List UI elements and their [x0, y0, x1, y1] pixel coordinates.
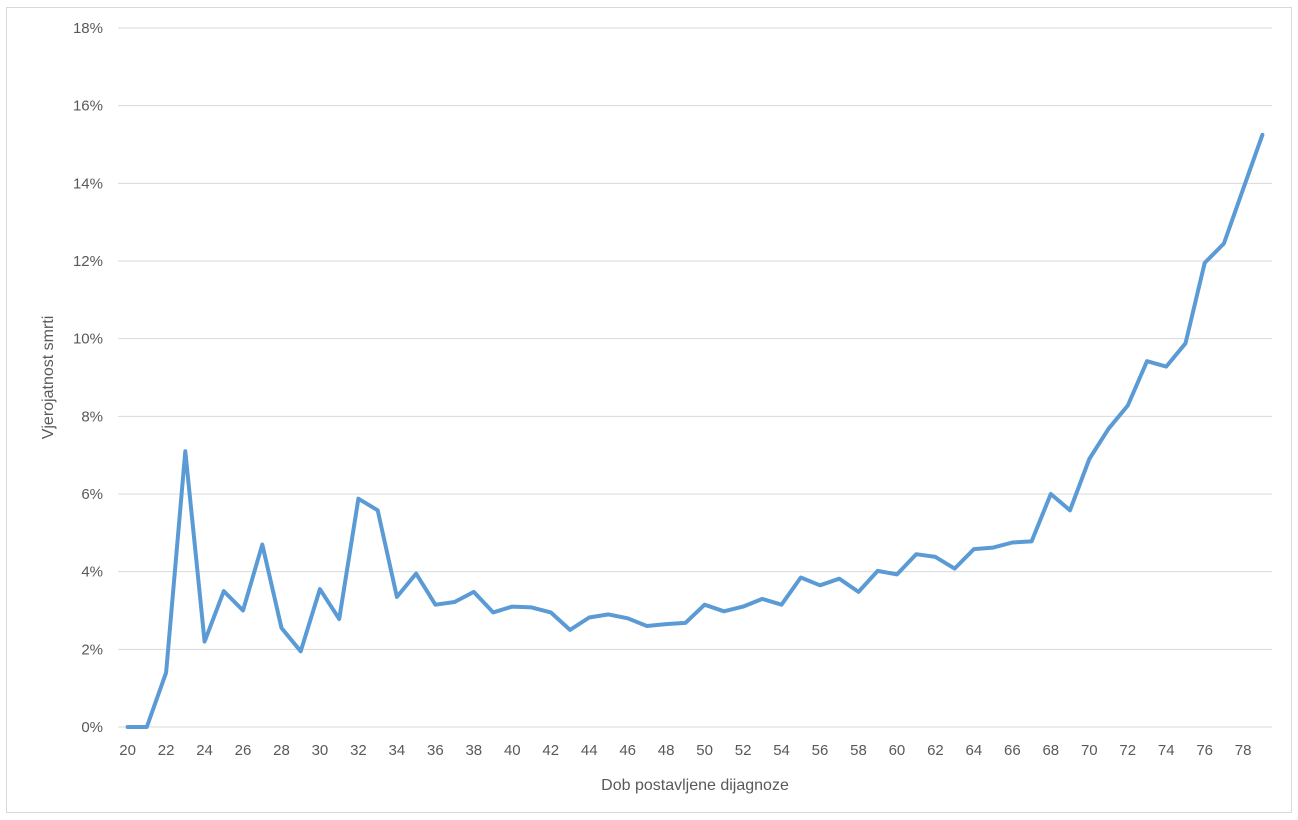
- x-tick-label: 64: [966, 742, 983, 759]
- y-tick-label: 16%: [73, 98, 103, 115]
- y-tick-label: 8%: [81, 408, 103, 425]
- x-tick-label: 44: [581, 742, 598, 759]
- x-tick-label: 22: [158, 742, 175, 759]
- x-tick-label: 56: [812, 742, 829, 759]
- x-tick-label: 58: [850, 742, 867, 759]
- y-tick-label: 2%: [81, 641, 103, 658]
- x-tick-label: 48: [658, 742, 675, 759]
- x-tick-label: 34: [389, 742, 406, 759]
- y-tick-label: 12%: [73, 253, 103, 270]
- x-tick-label: 30: [312, 742, 329, 759]
- gridlines: [118, 27, 1272, 728]
- series-line: [125, 132, 1265, 729]
- x-tick-label: 42: [542, 742, 559, 759]
- y-tick-label: 0%: [81, 719, 103, 736]
- y-tick-label: 14%: [73, 175, 103, 192]
- x-tick-label: 32: [350, 742, 367, 759]
- x-tick-label: 24: [196, 742, 213, 759]
- x-tick-label: 40: [504, 742, 521, 759]
- y-tick-label: 4%: [81, 564, 103, 581]
- x-tick-label: 20: [119, 742, 136, 759]
- x-tick-label: 72: [1119, 742, 1136, 759]
- x-tick-labels: 20 22 24 26 28 30 32 34 36 38 40 42 44 46 48 50 52 54 56 58…: [119, 742, 1251, 759]
- x-tick-label: 54: [773, 742, 790, 759]
- x-tick-label: 78: [1235, 742, 1252, 759]
- y-tick-label: 6%: [81, 486, 103, 503]
- x-tick-label: 60: [889, 742, 906, 759]
- x-tick-label: 50: [696, 742, 713, 759]
- x-tick-label: 36: [427, 742, 444, 759]
- x-tick-label: 68: [1042, 742, 1059, 759]
- x-tick-label: 66: [1004, 742, 1021, 759]
- series-group: [125, 132, 1265, 729]
- x-tick-label: 38: [465, 742, 482, 759]
- x-tick-label: 28: [273, 742, 290, 759]
- x-tick-label: 76: [1196, 742, 1213, 759]
- y-axis-title: Vjerojatnost smrti: [40, 316, 57, 440]
- x-tick-label: 74: [1158, 742, 1175, 759]
- x-tick-label: 46: [619, 742, 636, 759]
- x-tick-label: 26: [235, 742, 252, 759]
- y-tick-labels: 0% 2% 4% 6% 8% 10% 12% 14% 16% 18%: [73, 20, 103, 736]
- x-tick-label: 70: [1081, 742, 1098, 759]
- x-axis-title: Dob postavljene dijagnoze: [601, 777, 789, 794]
- chart-frame: [6, 7, 1292, 813]
- x-tick-label: 62: [927, 742, 944, 759]
- y-tick-label: 10%: [73, 331, 103, 348]
- x-tick-label: 52: [735, 742, 752, 759]
- y-tick-label: 18%: [73, 20, 103, 37]
